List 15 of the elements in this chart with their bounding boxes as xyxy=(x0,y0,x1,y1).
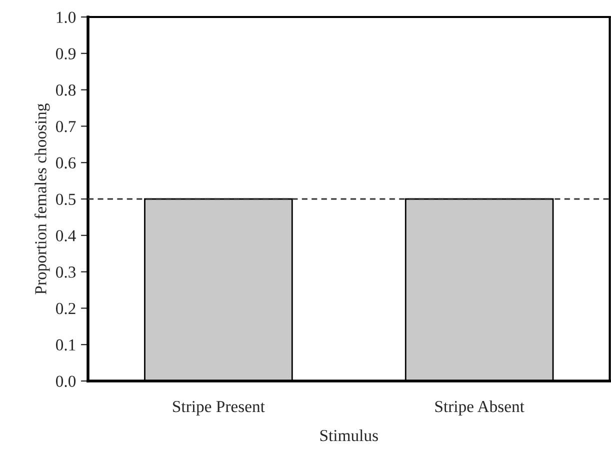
text: 1.0 xyxy=(56,12,76,24)
y-tick-label: 0.8 xyxy=(56,84,76,96)
y-tick-label: 0.6 xyxy=(56,157,76,169)
x-tick-label: Stripe Present xyxy=(173,400,265,416)
y-axis-title: Proportion females choosing xyxy=(34,104,50,294)
y-tick-label: 0.9 xyxy=(56,48,76,60)
y-tick-label: 0.1 xyxy=(56,339,76,351)
x-tick-label: Stripe Absent xyxy=(435,400,524,416)
y-tick-label: 0.4 xyxy=(56,230,76,242)
y-tick-label: 0.3 xyxy=(56,266,76,278)
x-axis-title: Stimulus xyxy=(320,429,378,442)
text: 0.5 xyxy=(56,194,76,206)
y-tick-label: 0.7 xyxy=(56,120,76,132)
y-tick-label: 0.2 xyxy=(56,302,76,314)
text: 0.0 xyxy=(56,376,76,388)
